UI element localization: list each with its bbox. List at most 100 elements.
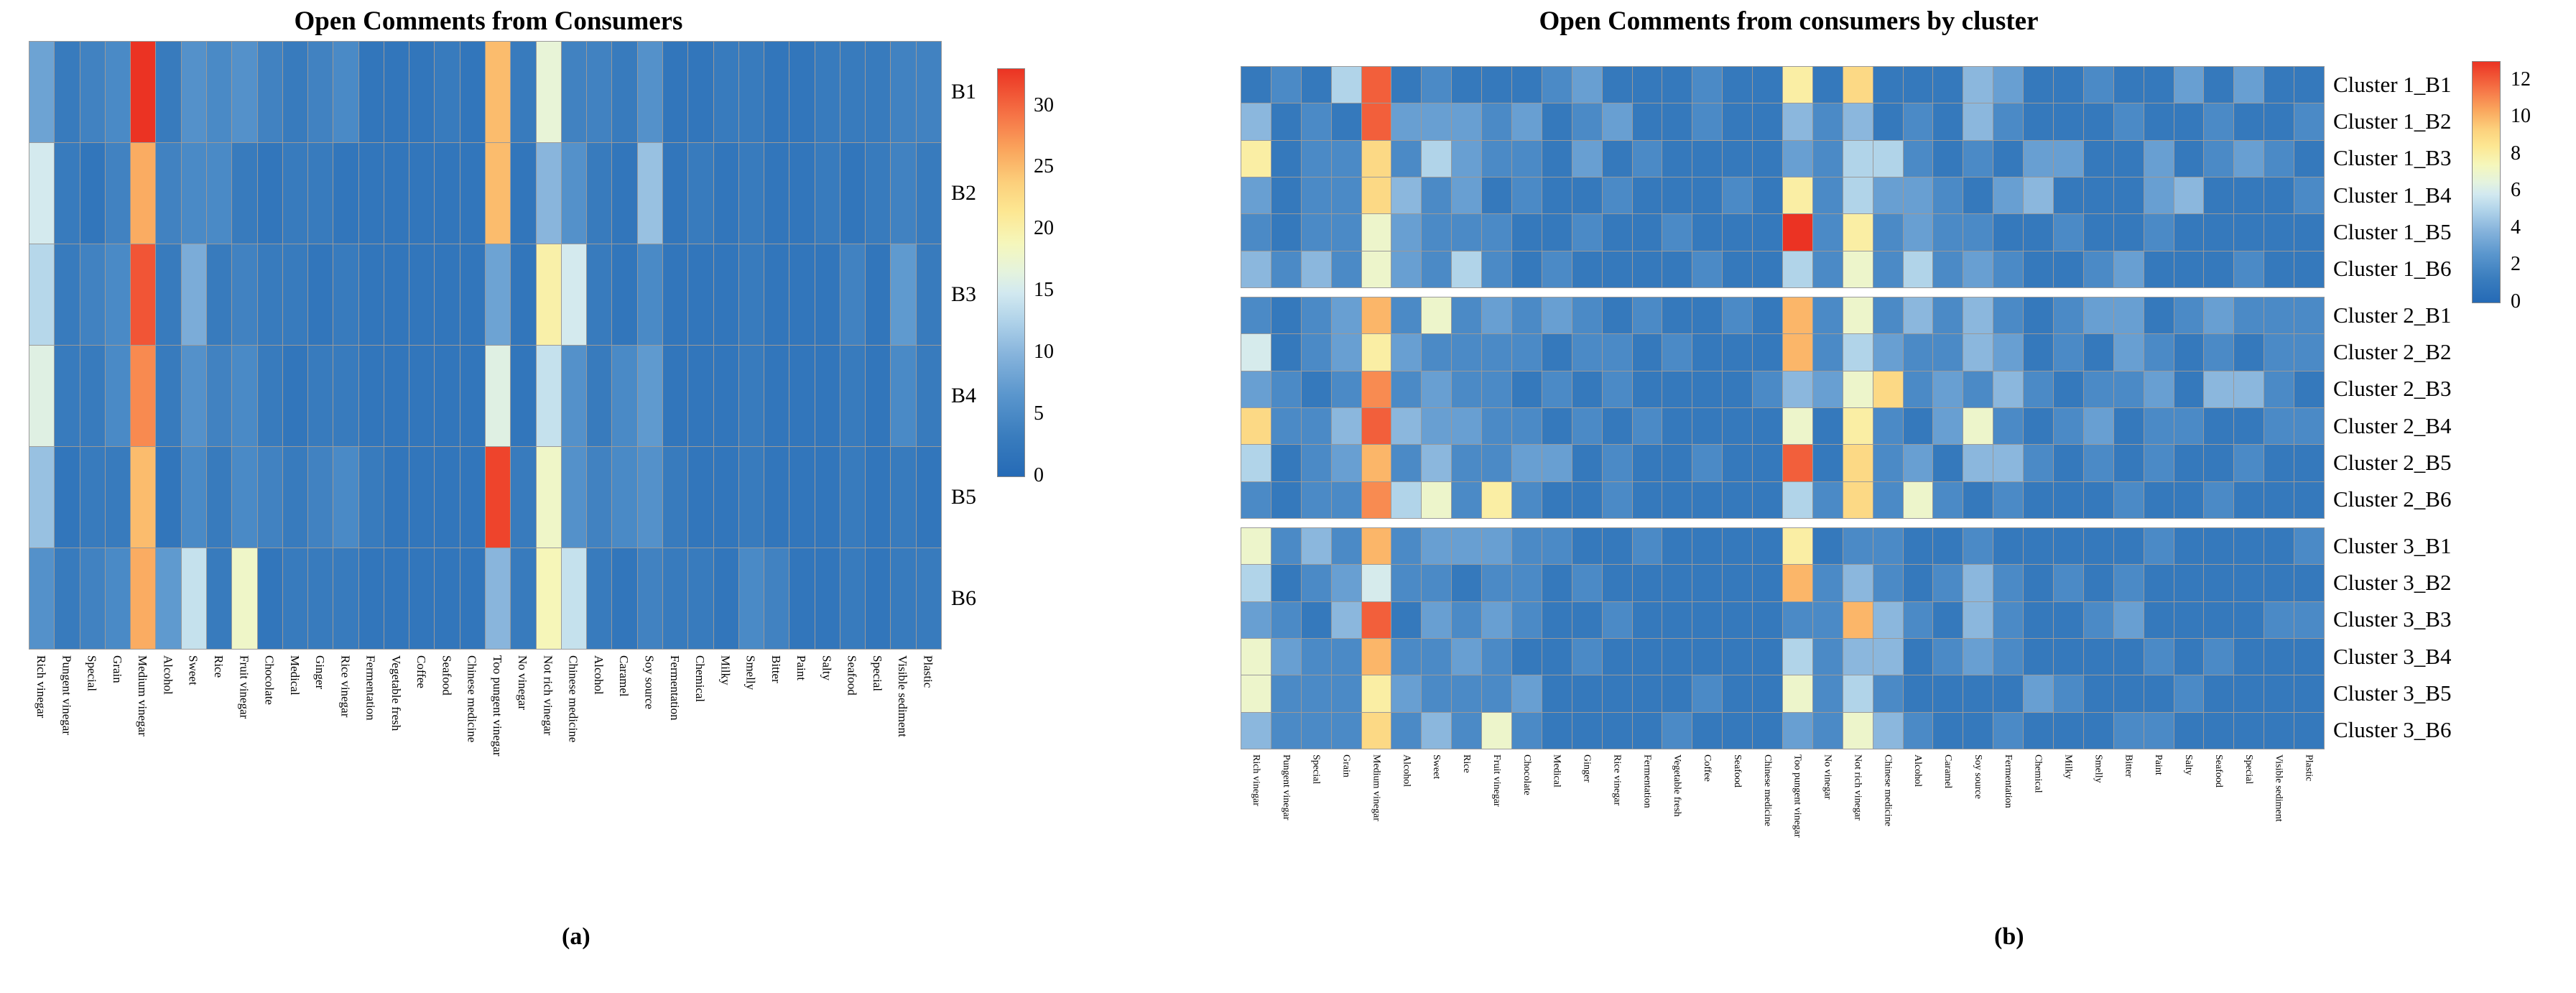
heatmap-cell [1963, 297, 1993, 334]
heatmap-cell [1300, 370, 1331, 407]
heatmap-cell [1571, 601, 1602, 638]
heatmap-cell [1993, 601, 2024, 638]
heatmap-a-row-labels: B1 B2 B3 B4 B5 B6 [951, 41, 976, 649]
heatmap-cell [1571, 527, 1602, 565]
heatmap-cell [1541, 139, 1572, 177]
heatmap-cell [535, 446, 561, 548]
heatmap-cell [2294, 564, 2324, 601]
heatmap-cell [1270, 250, 1301, 287]
heatmap-cell [1511, 103, 1542, 140]
heatmap-cell [1722, 370, 1753, 407]
heatmap-cell [2173, 370, 2204, 407]
heatmap-cell [2294, 250, 2324, 287]
heatmap-cell [1631, 675, 1662, 712]
heatmap-cell [2023, 250, 2053, 287]
heatmap-cell [256, 41, 282, 142]
y-axis-label: Cluster 2_B5 [2333, 449, 2452, 475]
heatmap-cell [1902, 601, 1933, 638]
heatmap-cell [205, 142, 232, 244]
heatmap-cell [1662, 675, 1692, 712]
heatmap-cell [1662, 333, 1692, 371]
heatmap-cell [1451, 370, 1482, 407]
heatmap-cell [738, 345, 764, 446]
heatmap-cell [2233, 176, 2264, 214]
heatmap-cell [1722, 675, 1753, 712]
heatmap-cell [180, 244, 206, 345]
x-axis-label: Milky [2062, 754, 2074, 780]
caption-b: (b) [1994, 923, 2024, 950]
heatmap-cell [1601, 333, 1632, 371]
heatmap-cell [130, 41, 156, 142]
heatmap-cell [54, 244, 80, 345]
heatmap-cell [2233, 370, 2264, 407]
x-axis-label: Pungent vinegar [60, 655, 74, 735]
y-axis-label: B3 [951, 282, 977, 306]
heatmap-cell [1270, 297, 1301, 334]
heatmap-cell [2203, 370, 2234, 407]
heatmap-a-x-labels: Rich vinegar Pungent vinegar Special Grain M… [29, 655, 941, 785]
heatmap-cell [2233, 527, 2264, 565]
heatmap-cell [1963, 601, 1993, 638]
heatmap-cell [2143, 139, 2174, 177]
heatmap-cell [687, 244, 713, 345]
x-axis-label: Fermentation [363, 655, 378, 721]
x-axis-label: Seafood [440, 655, 454, 696]
y-axis-label: Cluster 1_B4 [2333, 182, 2452, 208]
heatmap-cell [1872, 103, 1903, 140]
heatmap-cell [1782, 481, 1812, 518]
heatmap-cell [2113, 637, 2144, 675]
heatmap-cell [1872, 637, 1903, 675]
heatmap-cell [2264, 407, 2294, 445]
heatmap-cell [2203, 103, 2234, 140]
heatmap-cell [1300, 176, 1331, 214]
heatmap-cell [1300, 444, 1331, 481]
x-axis-label: Chinese medicine [1882, 754, 1894, 826]
heatmap-cell [687, 41, 713, 142]
heatmap-cell [485, 548, 511, 649]
heatmap-cell [1993, 637, 2024, 675]
heatmap-cell [1391, 370, 1422, 407]
heatmap-cell [1872, 250, 1903, 287]
heatmap-cell [636, 142, 662, 244]
x-axis-label: Rich vinegar [1250, 754, 1261, 806]
heatmap-cell [1782, 250, 1812, 287]
heatmap-cell [1932, 481, 1963, 518]
heatmap-cell [1842, 297, 1873, 334]
heatmap-cell [409, 142, 435, 244]
heatmap-cell [459, 446, 485, 548]
heatmap-cell [2082, 176, 2113, 214]
heatmap-cell [1391, 675, 1422, 712]
heatmap-cell [2143, 250, 2174, 287]
heatmap-cell [915, 446, 941, 548]
heatmap-cell [1541, 250, 1572, 287]
heatmap-cell [1571, 297, 1602, 334]
x-axis-label: Chinese medicine [1761, 754, 1773, 826]
heatmap-cell [1511, 601, 1542, 638]
heatmap-cell [2173, 481, 2204, 518]
heatmap-cell [1601, 637, 1632, 675]
heatmap-cell [1842, 481, 1873, 518]
heatmap-cell [1812, 103, 1843, 140]
heatmap-cell [1511, 407, 1542, 445]
x-axis-label: Paint [2153, 754, 2164, 775]
heatmap-cell [1963, 481, 1993, 518]
heatmap-cell [2264, 564, 2294, 601]
y-axis-label: B2 [951, 180, 977, 205]
heatmap-cell [1421, 213, 1452, 251]
heatmap-cell [1481, 407, 1511, 445]
heatmap-cell [611, 41, 637, 142]
heatmap-cell [2082, 481, 2113, 518]
heatmap-cell [1571, 370, 1602, 407]
heatmap-cell [1662, 601, 1692, 638]
heatmap-cell [205, 345, 232, 446]
heatmap-cell [1421, 103, 1452, 140]
heatmap-cell [738, 446, 764, 548]
heatmap-cell [1752, 213, 1782, 251]
heatmap-cell [1300, 139, 1331, 177]
heatmap-cell [1541, 103, 1572, 140]
heatmap-cell [1812, 601, 1843, 638]
heatmap-cell [1631, 601, 1662, 638]
heatmap-cell [2113, 370, 2144, 407]
x-axis-label: Chocolate [262, 655, 277, 705]
x-axis-label: Special [870, 655, 884, 692]
